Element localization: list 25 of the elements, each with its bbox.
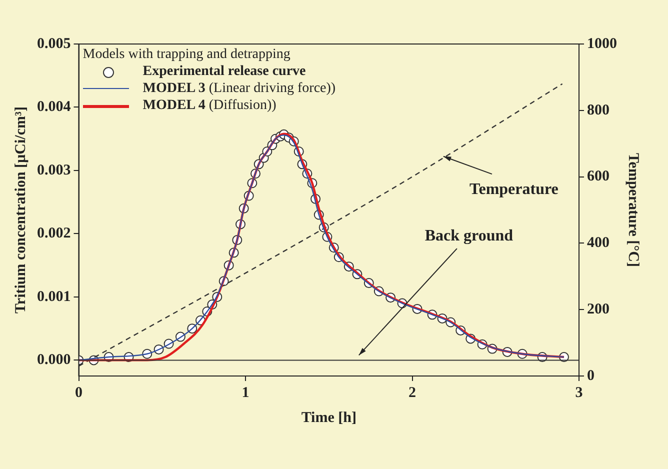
ref-line-label: Back ground xyxy=(424,228,514,245)
y2-tick-label: 400 xyxy=(587,235,610,252)
y-tick-label: 0.003 xyxy=(37,162,71,178)
y-axis-title: Tritium concentration [µCi/cm³] xyxy=(12,106,29,314)
x-tick-label: 1 xyxy=(242,384,250,401)
text: Temperature xyxy=(470,181,558,198)
y2-tick-label: 1000 xyxy=(587,36,617,52)
y2-tick-label: 800 xyxy=(587,102,610,118)
y2-tick-label: 600 xyxy=(587,168,610,185)
x-tick-label: 2 xyxy=(408,384,416,401)
y-tick-label: 0.005 xyxy=(37,36,71,52)
y-tick-label: 0.001 xyxy=(37,288,71,305)
y2-axis-title: Temperature [°C] xyxy=(625,153,642,267)
x-tick-label: 3 xyxy=(575,384,583,401)
y2-tick-label: 200 xyxy=(587,301,610,318)
legend-label: Experimental release curve xyxy=(142,64,306,79)
y-tick-label: 0.000 xyxy=(37,352,71,368)
y-tick-label: 0.002 xyxy=(37,226,71,242)
legend-label: MODEL 4 (Diffusion)) xyxy=(142,97,276,114)
y-tick-label: 0.004 xyxy=(37,99,72,116)
legend-title: Models with trapping and detrapping xyxy=(82,46,292,63)
y2-tick-label: 0 xyxy=(587,368,594,384)
legend-label: MODEL 3 (Linear driving force)) xyxy=(142,80,336,97)
x-tick-label: 0 xyxy=(75,384,82,401)
x-axis-title: Time [h] xyxy=(301,410,356,426)
